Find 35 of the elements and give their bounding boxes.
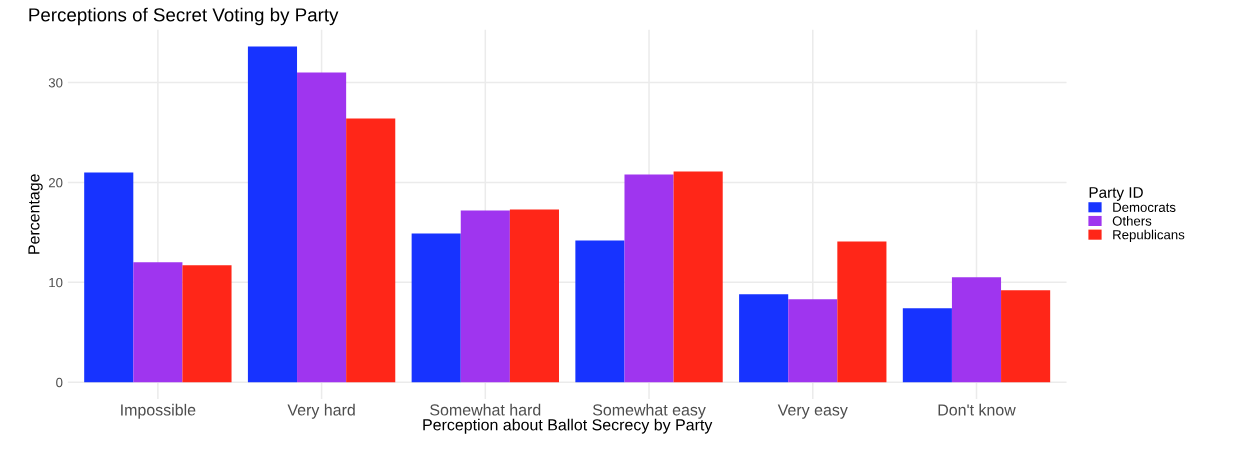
bar (624, 174, 674, 383)
x-tick-label: Impossible (121, 403, 196, 419)
bar (951, 277, 1002, 383)
bar (788, 299, 838, 383)
bar (902, 308, 952, 383)
bar (673, 171, 723, 383)
x-axis-title: Perception about Ballot Secrecy by Party (423, 418, 713, 434)
y-tick-label: 10 (49, 277, 63, 288)
y-tick-label: 20 (48, 178, 63, 188)
x-tick-label: Somewhat easy (592, 403, 706, 419)
bar (297, 72, 347, 383)
bar (575, 240, 625, 383)
x-tick-label: Don't know (938, 403, 1016, 416)
bar (460, 210, 510, 383)
legend-title: Party ID (1089, 187, 1143, 201)
bar (182, 265, 232, 383)
x-tick-label: Very hard (287, 403, 355, 419)
bar (837, 241, 887, 383)
bar (84, 172, 134, 383)
y-tick-label: 0 (56, 377, 63, 388)
y-tick-label: 30 (48, 78, 63, 88)
chart-title: Perceptions of Secret Voting by Party (29, 7, 339, 26)
legend-label: Republicans (1113, 229, 1185, 242)
x-tick-label: Somewhat hard (430, 403, 541, 416)
x-tick-label: Very easy (777, 404, 848, 419)
legend-label: Democrats (1113, 202, 1176, 212)
bar (411, 233, 461, 383)
y-axis-title: Percentage (28, 174, 43, 254)
bar (346, 118, 396, 383)
bar (247, 46, 298, 383)
bar (133, 262, 183, 383)
bar (509, 209, 559, 383)
legend-label: Others (1112, 215, 1152, 226)
bar (739, 294, 789, 383)
bar (1001, 290, 1051, 383)
